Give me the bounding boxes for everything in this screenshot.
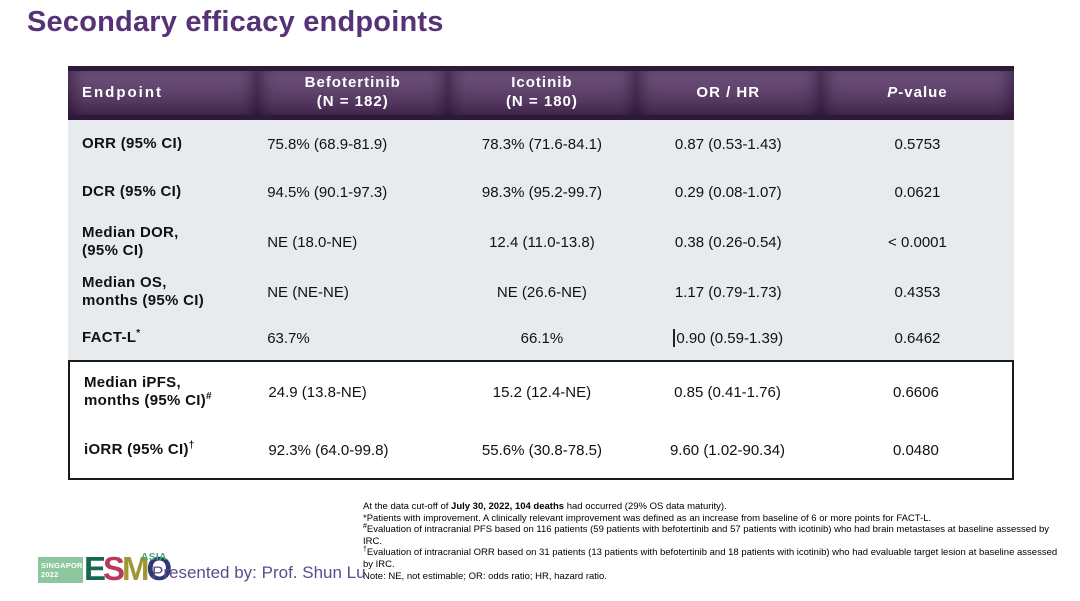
table-body: ORR (95% CI) 75.8% (68.9-81.9) 78.3% (71… [68,120,1014,480]
cell-p-value: 0.6462 [894,329,941,347]
footnote-star: *Patients with improvement. A clinically… [363,512,932,524]
cell-or-hr: 9.60 (1.02-90.34) [669,441,786,459]
cell-p-value: 0.6606 [892,383,939,401]
cell-icotinib: 98.3% (95.2-99.7) [481,183,602,201]
endpoint-label: Median iPFS, months (95% CI)# [84,374,212,409]
table-row-fact-l: FACT-L* 63.7% 66.1% 0.90 (0.59-1.39) 0.6… [68,316,1014,360]
cell-or-hr: 0.38 (0.26-0.54) [674,233,782,251]
esmo-wordmark: ESMO [84,550,173,587]
cell-icotinib: 12.4 (11.0-13.8) [489,233,595,251]
cell-icotinib: 55.6% (30.8-78.5) [481,441,602,459]
footnotes: At the data cut-off of July 30, 2022, 10… [363,501,1058,582]
presented-by-text: Presented by: Prof. Shun Lu [152,563,366,582]
cell-p-value: 0.4353 [894,283,941,301]
endpoints-table: Endpoint Befotertinib (N = 182) Icotinib… [68,66,1014,480]
esmo-letter: O [146,550,173,587]
esmo-letter: S [103,550,125,587]
cell-p-value: 0.0480 [892,441,939,459]
cell-p-value: 0.5753 [894,135,941,153]
endpoint-label: FACT-L* [82,328,141,347]
cell-or-hr: 0.90 (0.59-1.39) [636,329,821,347]
cell-icotinib: 15.2 (12.4-NE) [492,383,592,401]
cell-or-hr: 0.29 (0.08-1.07) [674,183,782,201]
footnote-cutoff: At the data cut-off of July 30, 2022, 10… [363,501,727,512]
endpoint-label: Median OS, months (95% CI) [82,274,205,309]
header-befotertinib: Befotertinib (N = 182) [257,71,449,115]
cell-befotertinib: 24.9 (13.8-NE) [268,383,367,401]
table-row-dcr: DCR (95% CI) 94.5% (90.1-97.3) 98.3% (95… [68,168,1014,216]
table-row-iorr: iORR (95% CI)† 92.3% (64.0-99.8) 55.6% (… [70,422,1012,478]
table-header-row: Endpoint Befotertinib (N = 182) Icotinib… [68,66,1014,120]
intracranial-highlight-box: Median iPFS, months (95% CI)# 24.9 (13.8… [68,360,1014,480]
cell-befotertinib: NE (NE-NE) [267,283,349,301]
header-icotinib: Icotinib (N = 180) [448,71,636,115]
cell-befotertinib: 94.5% (90.1-97.3) [267,183,388,201]
text-cursor[interactable] [673,329,676,347]
cell-p-value: < 0.0001 [888,233,947,251]
page-title: Secondary efficacy endpoints [27,6,444,38]
endpoint-label: Median DOR, (95% CI) [82,224,179,259]
cell-befotertinib: 92.3% (64.0-99.8) [268,441,389,459]
table-row-orr: ORR (95% CI) 75.8% (68.9-81.9) 78.3% (71… [68,120,1014,168]
cell-p-value: 0.0621 [894,183,941,201]
cell-befotertinib: 75.8% (68.9-81.9) [267,135,388,153]
cell-befotertinib: 63.7% [267,329,310,347]
cell-icotinib: NE (26.6-NE) [496,283,587,301]
cell-icotinib: 78.3% (71.6-84.1) [481,135,602,153]
header-or-hr: OR / HR [635,71,821,115]
table-row-dor: Median DOR, (95% CI) NE (18.0-NE) 12.4 (… [68,216,1014,268]
header-p-value: P-value [820,71,1014,115]
header-endpoint: Endpoint [68,71,258,115]
endpoint-label: ORR (95% CI) [82,135,183,152]
table-row-os: Median OS, months (95% CI) NE (NE-NE) NE… [68,268,1014,316]
footnote-note: Note: NE, not estimable; OR: odds ratio;… [363,570,607,582]
cell-befotertinib: NE (18.0-NE) [267,233,358,251]
table-row-ipfs: Median iPFS, months (95% CI)# 24.9 (13.8… [70,362,1012,422]
cell-icotinib: 66.1% [520,329,564,347]
cell-or-hr: 0.87 (0.53-1.43) [674,135,782,153]
footnote-hash: #Evaluation of intracranial PFS based on… [363,523,1050,547]
esmo-asia-label: ASIA [141,552,167,563]
cell-or-hr: 0.85 (0.41-1.76) [674,383,781,401]
endpoint-label: DCR (95% CI) [82,183,182,200]
esmo-letter: M [122,550,149,587]
singapore-2022-badge: SINGAPORE 2022 [38,557,88,583]
cell-or-hr: 1.17 (0.79-1.73) [674,283,782,301]
footnote-dagger: †Evaluation of intracranial ORR based on… [363,546,1058,570]
endpoint-label: iORR (95% CI)† [84,440,195,459]
esmo-letter: E [84,550,106,587]
